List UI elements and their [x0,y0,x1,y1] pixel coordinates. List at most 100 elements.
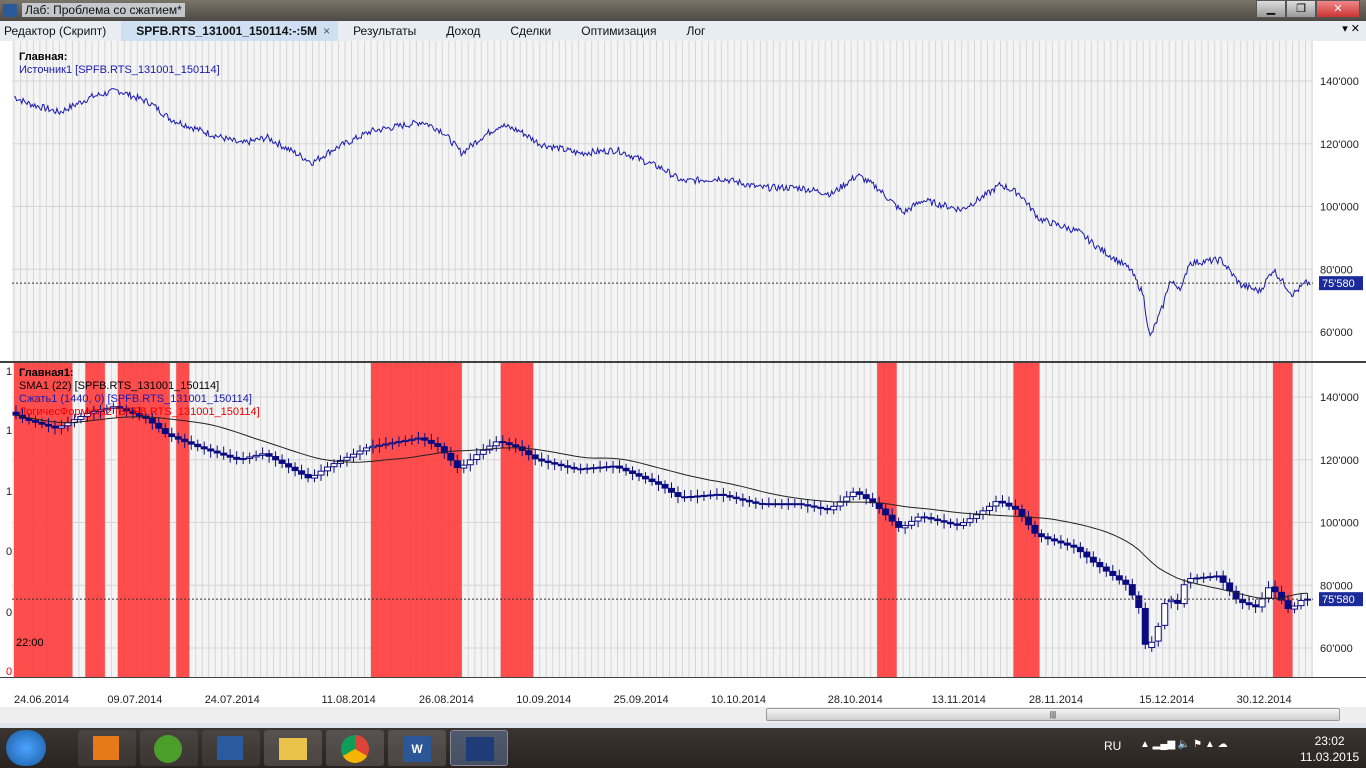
candle [298,470,306,475]
left-axis-label: 1 [6,366,12,378]
maximize-button[interactable]: ❐ [1286,0,1316,18]
x-tick-label: 26.08.2014 [419,694,474,706]
candle [83,412,91,417]
main-pane-title: Главная: [19,51,68,63]
candle [473,454,481,461]
candle [369,445,377,449]
candle [693,495,701,498]
folder-icon [279,738,307,760]
candle [525,450,533,456]
close-button[interactable]: ✕ [1316,0,1360,18]
title-bar: Лаб: Проблема со сжатием* ▁ ❐ ✕ [0,0,1366,21]
candle [388,442,396,445]
tab-editor[interactable]: Редактор (Скрипт) [0,21,121,41]
candle [1031,524,1039,534]
candle [349,453,357,458]
tab-results[interactable]: Результаты [338,21,431,41]
candle [849,491,857,498]
candle [1044,536,1052,540]
candle [414,437,422,440]
candle [187,441,195,445]
candle [635,473,643,477]
taskbar-word[interactable]: W [388,730,446,766]
candle [213,450,221,454]
chart-area[interactable]: 140'000 120'000 100'000 80'000 60'000 140'000… [0,41,1366,707]
tab-log[interactable]: Лог [672,21,721,41]
candle [427,439,435,444]
tab-label: Результаты [353,24,417,38]
y-tick-label: 140'000 [1320,76,1359,88]
candle [220,452,228,456]
taskbar-editor[interactable] [202,730,260,766]
candle [116,406,124,409]
candle [564,465,572,468]
candle [921,516,929,519]
taskbar-explorer[interactable] [264,730,322,766]
app-icon [93,736,119,760]
tab-chart[interactable]: SPFB.RTS_131001_150114:-:5M × [121,21,339,41]
tab-label: Оптимизация [581,24,657,38]
candle [960,522,968,526]
candle [953,523,961,526]
candle [648,478,656,483]
signal-band [370,363,462,677]
candle [784,503,792,506]
candle [998,500,1006,504]
tab-optimization[interactable]: Оптимизация [566,21,671,41]
left-axis-label: 0 [6,546,12,558]
taskbar-utorrent[interactable] [140,730,198,766]
candle [655,481,663,485]
candle [551,462,559,465]
candle [882,508,890,516]
candle [239,458,247,461]
candle [1024,516,1032,526]
candle [603,466,611,469]
taskbar-app-1[interactable] [78,730,136,766]
x-tick-label: 11.08.2014 [322,694,376,706]
taskbar-chrome[interactable] [326,730,384,766]
candle [629,470,637,474]
candle [1245,602,1253,606]
candle [103,407,111,411]
candle [706,494,714,497]
y-tick-label: 140'000 [1320,392,1359,404]
tab-label: Лог [686,24,706,38]
candle [174,436,182,440]
language-indicator[interactable]: RU [1104,739,1122,753]
tab-income[interactable]: Доход [431,21,495,41]
last-price-label: 75'580 [1322,278,1355,290]
horizontal-scrollbar-thumb[interactable]: ||| [766,708,1340,721]
candle [1219,575,1227,583]
candle [505,442,513,446]
minimize-button[interactable]: ▁ [1256,0,1286,18]
tab-trades[interactable]: Сделки [495,21,566,41]
candle [966,518,974,523]
candle [804,504,812,507]
candle [161,428,169,434]
candle [1154,626,1162,642]
candle [817,506,825,509]
main1-pane-title: Главная1: [19,367,74,379]
chart-svg[interactable]: 140'000 120'000 100'000 80'000 60'000 140'000… [0,41,1366,707]
start-button[interactable] [6,730,46,766]
candle [1102,566,1110,572]
candle [1115,575,1123,581]
candle [252,454,260,458]
candle [1018,508,1026,517]
clock[interactable]: 23:02 11.03.2015 [1300,733,1359,765]
left-axis-label: 0 [6,607,12,619]
candle [1063,542,1071,546]
candle [479,449,487,455]
y-tick-label: 120'000 [1320,139,1359,151]
tab-close-icon[interactable]: × [323,24,331,38]
sma-line [15,414,1308,600]
candle [1011,505,1019,510]
candle [135,413,143,417]
tab-label: Сделки [510,24,552,38]
x-tick-label: 24.07.2014 [205,694,260,706]
taskbar-wealthlab[interactable] [450,730,508,766]
candle [499,441,507,444]
candle [1284,600,1292,609]
tray-icons[interactable]: ▲ ▂▄▆ 🔈 ⚑ ▲ ☁ [1140,739,1228,750]
tab-controls[interactable]: ▾ ✕ [1342,23,1360,35]
